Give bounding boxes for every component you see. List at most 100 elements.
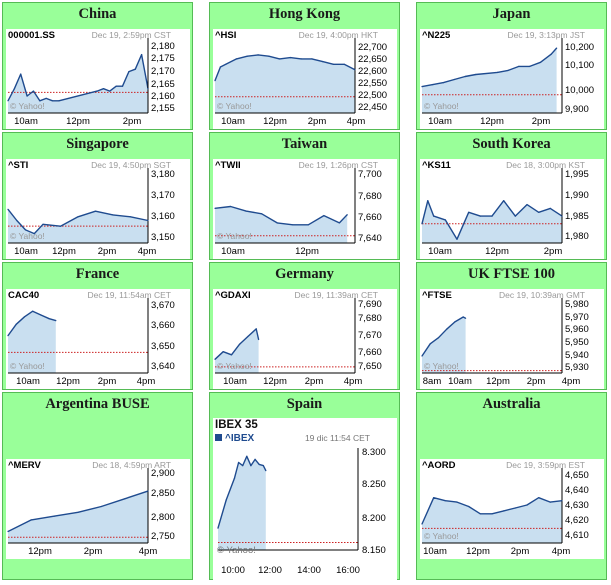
chart-spain[interactable]: IBEX 35 ^IBEX 19 dic 11:54 CET © Yahoo! … bbox=[213, 418, 397, 580]
chart-australia[interactable]: ^AORD Dec 19, 3:59pm EST © Yahoo! 4,650 … bbox=[420, 459, 604, 559]
chart-uk-ftse-100[interactable]: ^FTSE Dec 19, 10:39am GMT © Yahoo! 5,980… bbox=[420, 289, 604, 389]
y-tick: 5,970 bbox=[565, 312, 589, 323]
market-cell-japan[interactable]: Japan ^N225 Dec 19, 3:13pm JST © Yahoo! … bbox=[416, 2, 607, 130]
data-point bbox=[561, 215, 563, 217]
x-tick: 10am bbox=[428, 116, 452, 127]
data-point bbox=[245, 210, 247, 212]
y-tick: 7,640 bbox=[358, 233, 382, 244]
data-point bbox=[239, 343, 241, 345]
market-cell-australia[interactable]: Australia ^AORD Dec 19, 3:59pm EST © Yah… bbox=[416, 392, 607, 580]
y-tick: 7,650 bbox=[358, 361, 382, 372]
series-area bbox=[8, 311, 56, 373]
data-point bbox=[323, 215, 325, 217]
data-point bbox=[219, 66, 221, 68]
y-tick: 2,900 bbox=[151, 468, 175, 479]
data-point bbox=[235, 58, 238, 60]
data-point bbox=[468, 505, 470, 508]
market-cell-taiwan[interactable]: Taiwan ^TWII Dec 19, 1:26pm CST © Yahoo!… bbox=[209, 132, 400, 260]
market-cell-germany[interactable]: Germany ^GDAXI Dec 19, 11:39am CET © Yah… bbox=[209, 262, 400, 390]
y-tick: 3,640 bbox=[151, 361, 175, 372]
data-point bbox=[261, 213, 263, 215]
data-point bbox=[147, 490, 149, 492]
data-point bbox=[32, 310, 34, 312]
data-point bbox=[479, 215, 481, 217]
x-tick: 12:00 bbox=[258, 565, 282, 576]
chart-singapore[interactable]: ^STI Dec 19, 4:50pm SGT © Yahoo! 3,180 3… bbox=[6, 159, 190, 259]
series-area bbox=[218, 456, 266, 550]
cell-title: South Korea bbox=[472, 136, 551, 152]
data-point bbox=[453, 78, 455, 81]
timestamp-label: Dec 18, 3:00pm KST bbox=[506, 160, 585, 170]
chart-china[interactable]: 000001.SS Dec 19, 2:59pm CST © Yahoo! 2,… bbox=[6, 29, 190, 129]
market-cell-china[interactable]: China 000001.SS Dec 19, 2:59pm CST © Yah… bbox=[2, 2, 193, 130]
symbol-label: ^N225 bbox=[422, 30, 451, 41]
x-tick: 10am bbox=[14, 246, 38, 257]
chart-svg bbox=[421, 298, 563, 374]
chart-svg bbox=[7, 38, 149, 114]
data-point bbox=[354, 69, 356, 71]
data-point bbox=[7, 208, 9, 210]
y-tick: 7,680 bbox=[358, 313, 382, 324]
timestamp-label: Dec 18, 4:59pm ART bbox=[92, 460, 171, 470]
chart-france[interactable]: CAC40 Dec 19, 11:54am CET © Yahoo! 3,670… bbox=[6, 289, 190, 389]
x-tick: 4pm bbox=[346, 116, 366, 127]
data-point bbox=[514, 507, 516, 509]
market-cell-france[interactable]: France CAC40 Dec 19, 11:54am CET © Yahoo… bbox=[2, 262, 193, 390]
data-point bbox=[538, 211, 540, 213]
data-point bbox=[507, 69, 509, 71]
chart-svg bbox=[217, 448, 359, 551]
x-tick: 10am bbox=[428, 246, 452, 257]
market-cell-uk-ftse-100[interactable]: UK FTSE 100 ^FTSE Dec 19, 10:39am GMT © … bbox=[416, 262, 607, 390]
chart-japan[interactable]: ^N225 Dec 19, 3:13pm JST © Yahoo! 10,200… bbox=[420, 29, 604, 129]
data-point bbox=[7, 530, 9, 533]
series-area bbox=[422, 317, 466, 373]
data-point bbox=[538, 497, 540, 499]
series-area bbox=[215, 328, 259, 373]
data-point bbox=[343, 63, 345, 65]
y-tick: 7,680 bbox=[358, 191, 382, 202]
market-cell-spain[interactable]: Spain IBEX 35 ^IBEX 19 dic 11:54 CET © Y… bbox=[209, 392, 400, 580]
chart-taiwan[interactable]: ^TWII Dec 19, 1:26pm CST © Yahoo! 7,700 … bbox=[213, 159, 397, 259]
market-cell-argentina-buse[interactable]: Argentina BUSE ^MERV Dec 18, 4:59pm ART … bbox=[2, 392, 193, 580]
cell-title: Japan bbox=[492, 6, 531, 22]
watermark: © Yahoo! bbox=[10, 361, 45, 371]
x-tick: 10am bbox=[423, 546, 447, 557]
y-tick: 8.150 bbox=[362, 545, 386, 556]
chart-germany[interactable]: ^GDAXI Dec 19, 11:39am CET © Yahoo! 7,69… bbox=[213, 289, 397, 389]
series-area bbox=[215, 54, 355, 113]
y-tick: 2,155 bbox=[151, 103, 175, 114]
x-tick: 12pm bbox=[466, 546, 490, 557]
data-point bbox=[24, 229, 27, 231]
y-tick: 10,200 bbox=[565, 42, 595, 53]
x-tick: 4pm bbox=[137, 246, 157, 257]
market-cell-south-korea[interactable]: South Korea ^KS11 Dec 18, 3:00pm KST 1,9… bbox=[416, 132, 607, 260]
data-point bbox=[254, 458, 256, 460]
data-point bbox=[222, 351, 224, 353]
data-point bbox=[475, 73, 477, 76]
x-tick: 10am bbox=[221, 246, 245, 257]
data-point bbox=[268, 55, 270, 57]
x-tick: 2pm bbox=[543, 246, 563, 257]
y-tick: 8.300 bbox=[362, 447, 386, 458]
data-point bbox=[332, 63, 335, 65]
data-point bbox=[464, 75, 466, 78]
data-point bbox=[147, 219, 149, 222]
data-point bbox=[556, 47, 558, 49]
x-tick: 4pm bbox=[551, 546, 571, 557]
cell-title: Singapore bbox=[66, 136, 129, 152]
y-tick: 4,640 bbox=[565, 485, 589, 496]
chart-hong-kong[interactable]: ^HSI Dec 19, 4:00pm HKT © Yahoo! 22,700 … bbox=[213, 29, 397, 129]
y-tick: 22,650 bbox=[358, 54, 388, 65]
chart-south-korea[interactable]: ^KS11 Dec 18, 3:00pm KST 1,995 1,990 1,9… bbox=[420, 159, 604, 259]
y-tick: 3,650 bbox=[151, 341, 175, 352]
market-cell-singapore[interactable]: Singapore ^STI Dec 19, 4:50pm SGT © Yaho… bbox=[2, 132, 193, 260]
data-point bbox=[129, 216, 132, 218]
chart-argentina-buse[interactable]: ^MERV Dec 18, 4:59pm ART 2,900 2,850 2,8… bbox=[6, 459, 190, 559]
data-point bbox=[77, 216, 79, 218]
data-point bbox=[32, 90, 35, 92]
x-tick: 2pm bbox=[304, 376, 324, 387]
x-tick: 8am bbox=[422, 376, 442, 387]
market-cell-hong-kong[interactable]: Hong Kong ^HSI Dec 19, 4:00pm HKT © Yaho… bbox=[209, 2, 400, 130]
data-point bbox=[217, 527, 219, 529]
data-point bbox=[279, 58, 281, 60]
